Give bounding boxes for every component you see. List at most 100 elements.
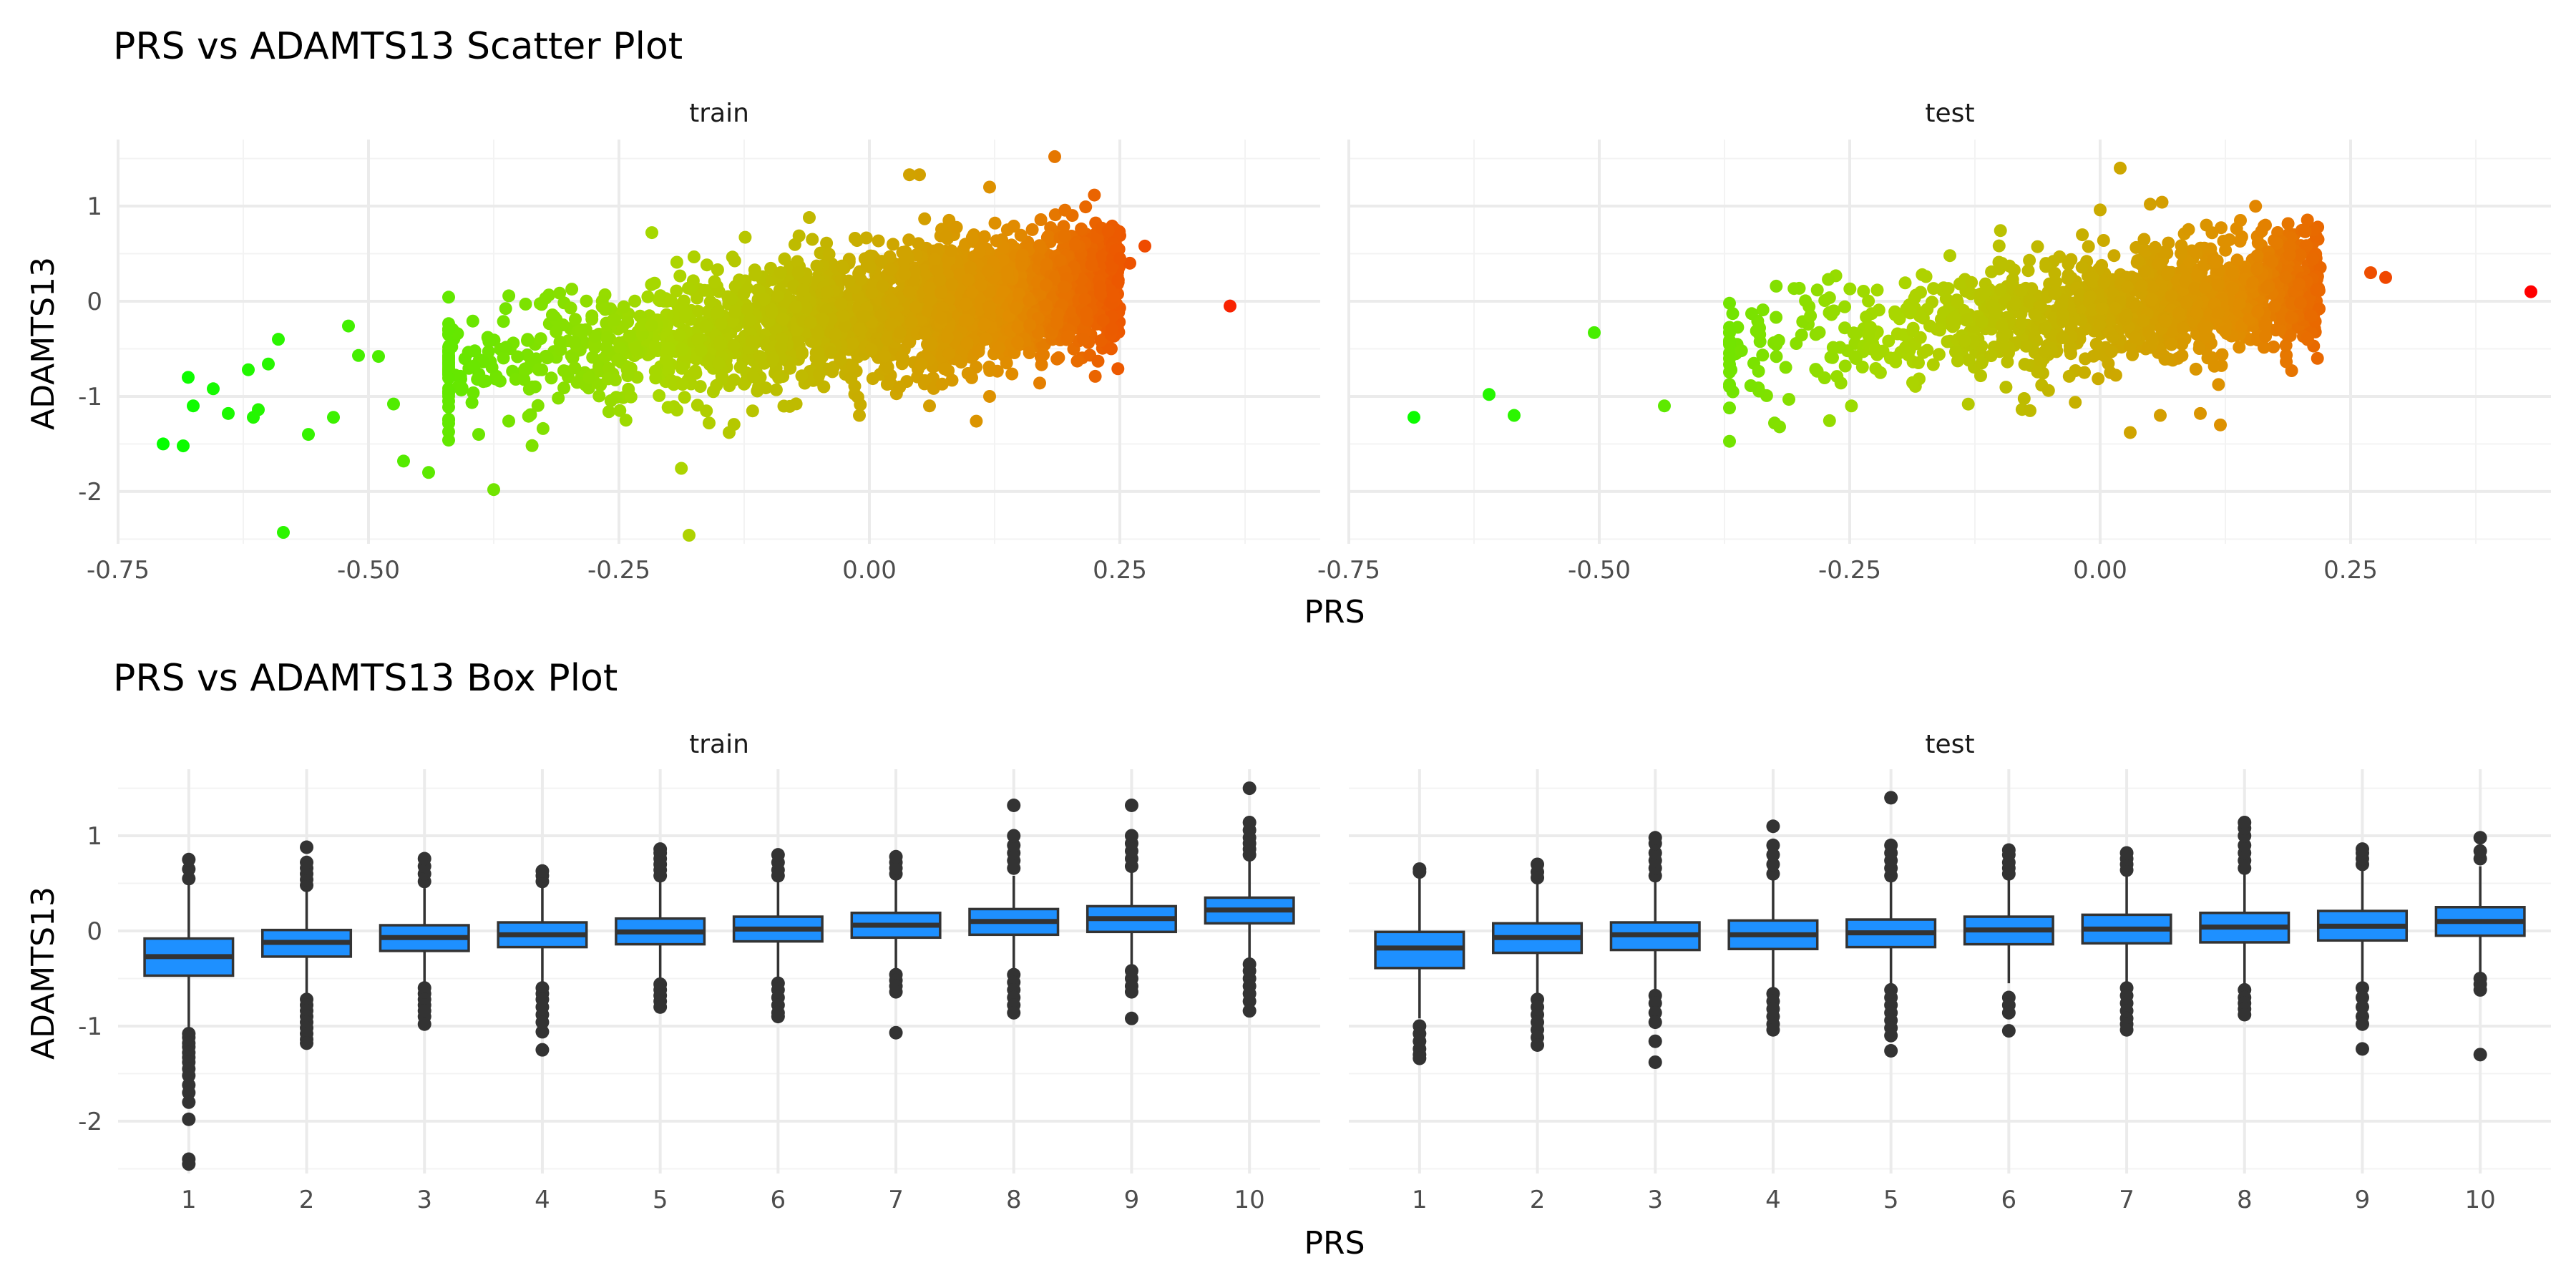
box-outlier [1242, 1004, 1257, 1018]
scatter-point [913, 168, 926, 182]
scatter-point [2188, 282, 2202, 295]
scatter-point [982, 301, 996, 315]
box-outlier [2001, 843, 2016, 857]
scatter-point [2152, 257, 2165, 270]
scatter-point [769, 383, 783, 396]
scatter-point [850, 234, 864, 248]
box-outlier [653, 1000, 668, 1014]
scatter-point [2273, 323, 2287, 336]
scatter-point [851, 391, 864, 404]
scatter-point [531, 399, 545, 412]
scatter-point [277, 526, 290, 540]
scatter-point [1974, 369, 1987, 383]
scatter-point [711, 263, 724, 276]
scatter-point [875, 255, 889, 268]
scatter-point [442, 323, 455, 336]
scatter-x-axis-title: PRS [1304, 594, 1365, 630]
scatter-point [648, 364, 662, 378]
scatter-point [935, 377, 949, 391]
scatter-point [844, 371, 858, 385]
scatter-point [2189, 362, 2202, 376]
box-y-axis-title: ADAMTS13 [25, 887, 62, 1060]
scatter-point [728, 280, 742, 293]
scatter-point [1772, 333, 1785, 347]
scatter-point [1123, 256, 1136, 270]
scatter-point [2024, 404, 2036, 417]
box-outlier [1766, 857, 1780, 872]
scatter-point [552, 391, 565, 405]
scatter-point [962, 273, 975, 287]
scatter-point [918, 326, 932, 340]
scatter-point [1113, 252, 1126, 265]
scatter-point [1054, 254, 1067, 268]
scatter-point [1023, 346, 1036, 359]
scatter-point [713, 338, 727, 351]
scatter-point [1799, 294, 1813, 308]
scatter-point [539, 291, 552, 305]
scatter-point [2175, 338, 2189, 351]
box-outlier [1124, 985, 1138, 999]
box-outlier [182, 1068, 196, 1083]
scatter-point [1723, 296, 1736, 310]
scatter-point [2135, 279, 2148, 293]
scatter-point [2056, 331, 2069, 344]
scatter-point [499, 341, 513, 354]
scatter-point [1843, 282, 1857, 296]
scatter-point [1823, 291, 1836, 305]
scatter-point [881, 361, 894, 374]
scatter-point [2147, 280, 2160, 294]
scatter-point [1927, 282, 1941, 296]
scatter-point [481, 331, 494, 344]
box-10 [2434, 831, 2526, 1062]
scatter-point [2230, 253, 2244, 267]
scatter-point [1951, 296, 1964, 309]
scatter-point [1962, 353, 1976, 367]
scatter-point [2137, 233, 2151, 246]
scatter-point [804, 316, 818, 329]
box-outlier [1413, 1051, 1427, 1065]
scatter-point [2250, 263, 2264, 276]
scatter-point [670, 284, 683, 298]
scatter-point [1075, 222, 1088, 235]
scatter-point [866, 372, 879, 386]
scatter-point [678, 391, 691, 404]
scatter-point [930, 263, 944, 277]
scatter-point [2190, 268, 2204, 282]
scatter-point [1868, 342, 1882, 356]
scatter-point [1745, 307, 1758, 321]
box-outlier [1648, 1055, 1662, 1069]
scatter-point [1882, 334, 1896, 348]
scatter-point [2246, 276, 2260, 290]
scatter-point [846, 359, 859, 373]
scatter-point [482, 345, 495, 358]
box-outlier [653, 842, 668, 857]
scatter-panel-test: -0.75 -0.50 -0.25 0.00 0.25 [1317, 140, 2551, 585]
scatter-point [1070, 354, 1084, 368]
box-outlier [1766, 1023, 1780, 1037]
box-outlier [1766, 867, 1780, 881]
scatter-x-tick-label: -0.25 [1818, 556, 1881, 585]
scatter-point [1988, 306, 2001, 319]
scatter-point [880, 333, 894, 346]
scatter-point [876, 279, 889, 293]
scatter-point [997, 254, 1010, 268]
scatter-point [2069, 396, 2082, 409]
scatter-point [1916, 268, 1929, 281]
scatter-point [2182, 223, 2195, 236]
box-outlier [1648, 1015, 1662, 1030]
scatter-point [846, 337, 859, 351]
scatter-point [641, 290, 655, 303]
scatter-point [746, 370, 760, 384]
scatter-point [580, 294, 593, 308]
scatter-y-tick-label: 1 [87, 192, 102, 221]
scatter-point [958, 314, 972, 327]
scatter-point [242, 363, 255, 376]
scatter-point [1508, 409, 1521, 422]
box-outlier [1531, 857, 1545, 872]
scatter-point [950, 220, 963, 234]
box-outlier [1648, 1034, 1662, 1048]
box-outlier [1884, 1044, 1898, 1058]
scatter-point [1588, 326, 1601, 339]
scatter-point [795, 369, 809, 383]
scatter-point [1015, 248, 1029, 262]
